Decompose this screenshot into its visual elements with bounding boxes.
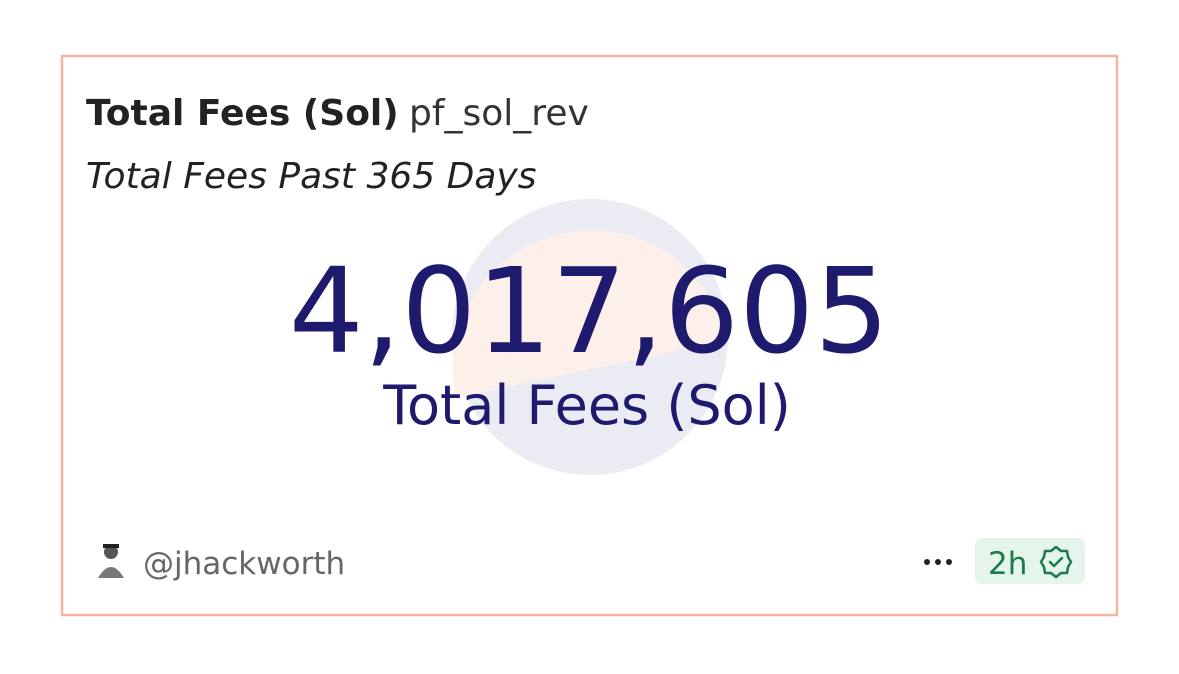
author-name[interactable]: @jhackworth — [143, 546, 345, 582]
widget-subtitle: Total Fees Past 365 Days — [86, 156, 536, 197]
verified-badge — [1039, 545, 1073, 579]
age-text: 2h — [988, 546, 1027, 582]
widget-title: Total Fees (Sol) — [86, 93, 399, 134]
avatar-body — [98, 567, 124, 578]
query-name[interactable]: pf_sol_rev — [409, 93, 589, 134]
menu-dot — [946, 559, 952, 565]
watermark — [452, 199, 728, 475]
menu-dot — [935, 559, 941, 565]
menu-dot — [924, 559, 930, 565]
avatar[interactable] — [98, 544, 124, 578]
watermark-slice — [452, 230, 727, 398]
counter-label: Total Fees (Sol) — [382, 374, 791, 437]
more-menu[interactable] — [924, 559, 952, 565]
verified-check — [1048, 556, 1064, 568]
avatar-head — [104, 545, 118, 559]
avatar-hat — [103, 544, 119, 548]
counter-value: 4,017,605 — [289, 242, 890, 380]
verified-icon — [1039, 545, 1073, 579]
